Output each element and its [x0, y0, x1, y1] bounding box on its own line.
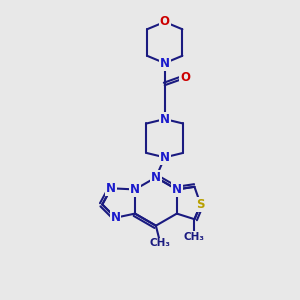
Text: N: N [151, 171, 161, 184]
Text: O: O [180, 71, 190, 84]
Text: N: N [160, 112, 170, 126]
Text: N: N [172, 183, 182, 196]
Text: N: N [160, 57, 170, 70]
Text: N: N [160, 151, 170, 164]
Text: CH₃: CH₃ [184, 232, 205, 242]
Text: N: N [110, 211, 121, 224]
Text: CH₃: CH₃ [150, 238, 171, 248]
Text: N: N [106, 182, 116, 195]
Text: S: S [196, 198, 205, 211]
Text: N: N [130, 183, 140, 196]
Text: O: O [160, 15, 170, 28]
